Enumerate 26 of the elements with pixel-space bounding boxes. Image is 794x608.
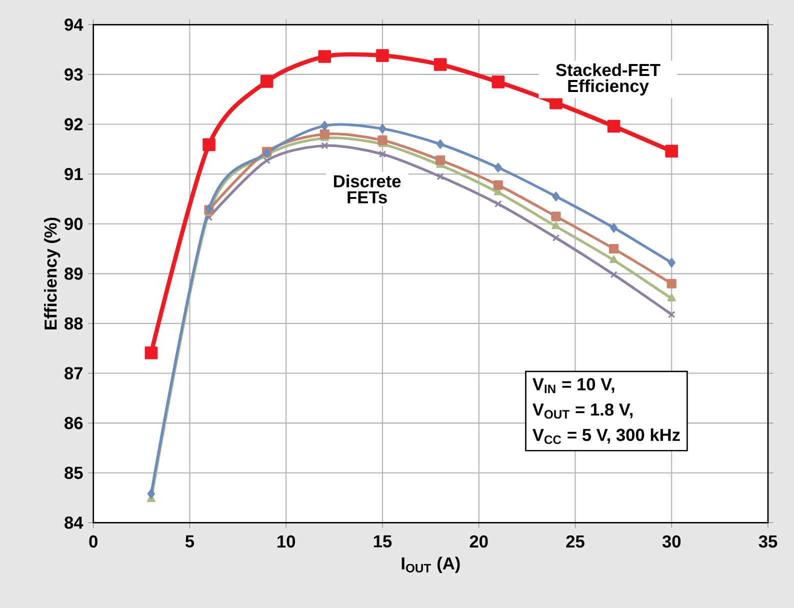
y-tick-label: 94 [64,18,84,31]
x-tick-label: 15 [374,535,392,548]
annotation: Stacked-FET Efficiency [556,63,660,96]
x-tick-label: 10 [278,535,296,548]
y-tick-label: 89 [64,268,83,280]
y-tick-label: 86 [64,416,83,430]
annotation: V$_{IN}$ = 10 V, [532,378,614,394]
x-tick-label: 5 [185,535,194,548]
x-tick-label: 30 [662,535,681,548]
x-tick-label: 0 [89,535,98,548]
y-tick-label: 87 [64,367,83,380]
y-tick-label: 91 [64,168,83,180]
annotation: Discrete FETs [334,174,401,204]
y-tick-label: 90 [64,218,83,230]
x-tick-label: 35 [758,535,778,548]
x-tick-label: 20 [470,535,488,548]
y-tick-label: 93 [64,68,83,81]
y-tick-label: 88 [64,317,83,330]
y-tick-label: 92 [64,118,83,130]
annotation: V$_{OUT}$ = 1.8 V, [532,403,633,419]
y-tick-label: 85 [64,466,83,479]
x-tick-label: 25 [566,535,584,548]
x-axis-title: I$_{OUT}$ (A) [402,556,460,573]
y-tick-label: 84 [64,516,84,529]
annotation: V$_{CC}$ = 5 V, 300 kHz [532,428,680,444]
y-axis-title: Efficiency (%) [44,218,60,330]
